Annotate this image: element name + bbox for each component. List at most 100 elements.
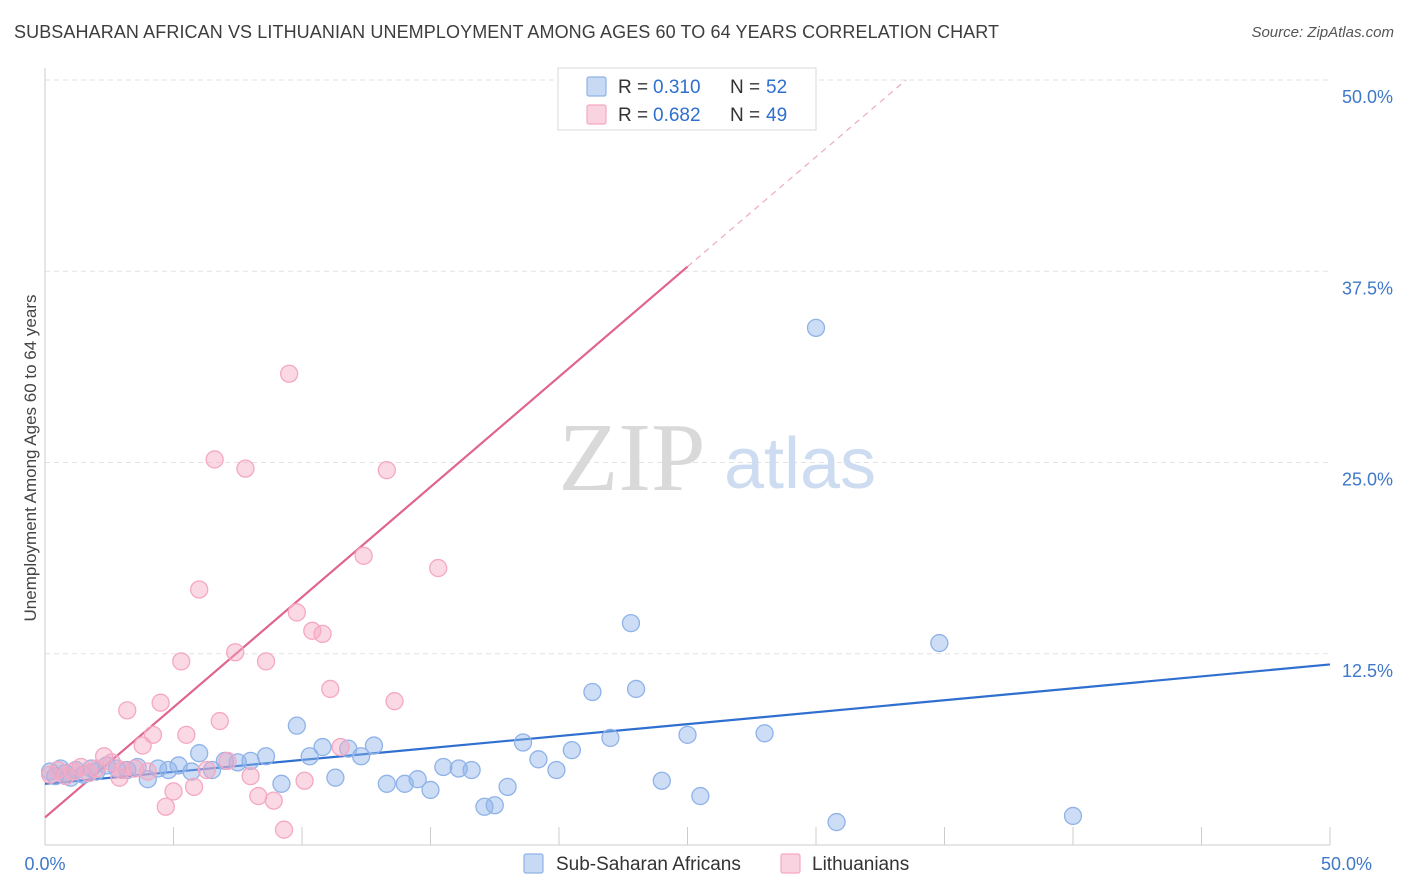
- data-point-subsaharan: [691, 786, 710, 806]
- stats-legend: R = 0.310 N = 52 R = 0.682 N = 49: [557, 67, 817, 131]
- grid: [45, 79, 1330, 655]
- data-point-subsaharan: [562, 740, 581, 760]
- watermark-zip: ZIP: [559, 404, 706, 512]
- x-tick-label: 50.0%: [1321, 854, 1372, 874]
- chart-source: Source: ZipAtlas.com: [1251, 24, 1394, 41]
- legend-swatch: [586, 76, 607, 97]
- data-point-subsaharan: [421, 780, 440, 800]
- data-point-subsaharan: [678, 725, 697, 744]
- series-legend: Sub-Saharan Africans Lithuanians: [523, 853, 909, 875]
- data-point-lithuanian: [429, 558, 448, 578]
- data-point-lithuanian: [236, 459, 255, 478]
- data-point-lithuanian: [377, 460, 396, 480]
- legend-r-label: R =: [618, 105, 648, 126]
- data-point-lithuanian: [385, 692, 404, 711]
- data-point-subsaharan: [601, 728, 620, 748]
- data-point-lithuanian: [256, 652, 276, 671]
- data-point-subsaharan: [287, 716, 307, 735]
- data-point-subsaharan: [272, 774, 291, 793]
- legend-swatch: [586, 104, 607, 125]
- y-tick-label: 25.0%: [1342, 470, 1393, 490]
- data-point-subsaharan: [364, 736, 384, 755]
- data-point-subsaharan: [547, 760, 566, 780]
- x-tick-label: 0.0%: [24, 854, 65, 874]
- data-point-lithuanian: [190, 580, 209, 599]
- data-point-subsaharan: [485, 796, 504, 815]
- data-point-lithuanian: [354, 546, 373, 565]
- data-point-subsaharan: [326, 768, 345, 787]
- data-point-lithuanian: [138, 762, 157, 781]
- data-point-lithuanian: [249, 786, 268, 806]
- legend-r-value: 0.310: [653, 77, 701, 98]
- tick-labels: 12.5% 25.0% 37.5% 50.0% 0.0% 50.0%: [24, 87, 1393, 874]
- data-point-lithuanian: [226, 643, 245, 662]
- data-point-subsaharan: [930, 633, 949, 653]
- data-point-lithuanian: [274, 820, 294, 839]
- data-point-lithuanian: [279, 364, 299, 383]
- data-point-subsaharan: [313, 737, 332, 757]
- data-point-subsaharan: [256, 747, 276, 766]
- data-point-lithuanian: [210, 711, 229, 731]
- data-point-subsaharan: [434, 757, 453, 777]
- y-axis-label: Unemployment Among Ages 60 to 64 years: [21, 295, 40, 622]
- axes: [44, 68, 1331, 846]
- legend-r-value: 0.682: [653, 105, 701, 126]
- data-point-lithuanian: [197, 760, 217, 780]
- data-point-lithuanian: [287, 603, 307, 622]
- y-tick-label: 12.5%: [1342, 661, 1393, 681]
- data-point-subsaharan: [408, 770, 427, 789]
- data-point-subsaharan: [652, 771, 671, 790]
- data-point-lithuanian: [331, 737, 350, 757]
- trend-line-1: [44, 265, 689, 819]
- data-point-lithuanian: [172, 652, 191, 671]
- legend-n-label: N =: [730, 77, 760, 98]
- data-point-subsaharan: [498, 777, 517, 797]
- data-point-lithuanian: [313, 624, 332, 644]
- data-point-subsaharan: [377, 774, 396, 793]
- legend-series-name: Lithuanians: [812, 854, 909, 875]
- data-point-lithuanian: [151, 693, 170, 712]
- watermark: ZIP atlas: [559, 404, 877, 512]
- data-point-subsaharan: [1063, 806, 1083, 826]
- y-tick-label: 37.5%: [1342, 278, 1393, 298]
- data-point-subsaharan: [159, 760, 178, 780]
- data-point-lithuanian: [264, 791, 283, 810]
- data-point-subsaharan: [202, 760, 222, 780]
- data-point-subsaharan: [626, 679, 646, 699]
- legend-swatch: [780, 853, 801, 874]
- data-point-lithuanian: [205, 450, 224, 469]
- data-point-subsaharan: [621, 614, 641, 633]
- watermark-atlas: atlas: [724, 424, 876, 504]
- data-point-lithuanian: [102, 753, 121, 772]
- legend-n-value: 52: [766, 77, 787, 98]
- data-point-lithuanian: [184, 777, 204, 797]
- y-tick-label: 50.0%: [1342, 87, 1393, 107]
- data-points: [40, 318, 1083, 839]
- legend-n-value: 49: [766, 105, 787, 126]
- chart-title: SUBSAHARAN AFRICAN VS LITHUANIAN UNEMPLO…: [14, 22, 1000, 42]
- data-point-lithuanian: [241, 767, 260, 786]
- data-point-subsaharan: [190, 744, 209, 763]
- data-point-lithuanian: [295, 771, 314, 790]
- data-point-subsaharan: [118, 760, 137, 780]
- data-point-lithuanian: [303, 621, 322, 640]
- data-point-subsaharan: [351, 747, 371, 766]
- data-point-lithuanian: [164, 782, 183, 801]
- data-point-subsaharan: [755, 724, 774, 743]
- data-point-subsaharan: [827, 812, 846, 832]
- data-point-subsaharan: [806, 318, 826, 338]
- data-point-lithuanian: [118, 701, 137, 720]
- legend-series-name: Sub-Saharan Africans: [556, 854, 741, 875]
- data-point-subsaharan: [583, 682, 602, 702]
- data-point-subsaharan: [513, 733, 533, 752]
- data-point-lithuanian: [156, 797, 175, 816]
- data-point-subsaharan: [529, 750, 548, 769]
- data-point-subsaharan: [300, 747, 319, 766]
- data-point-subsaharan: [182, 762, 201, 781]
- legend-r-label: R =: [618, 77, 648, 98]
- data-point-lithuanian: [177, 725, 196, 744]
- legend-n-label: N =: [730, 105, 760, 126]
- legend-swatch: [523, 853, 544, 874]
- data-point-lithuanian: [321, 679, 340, 699]
